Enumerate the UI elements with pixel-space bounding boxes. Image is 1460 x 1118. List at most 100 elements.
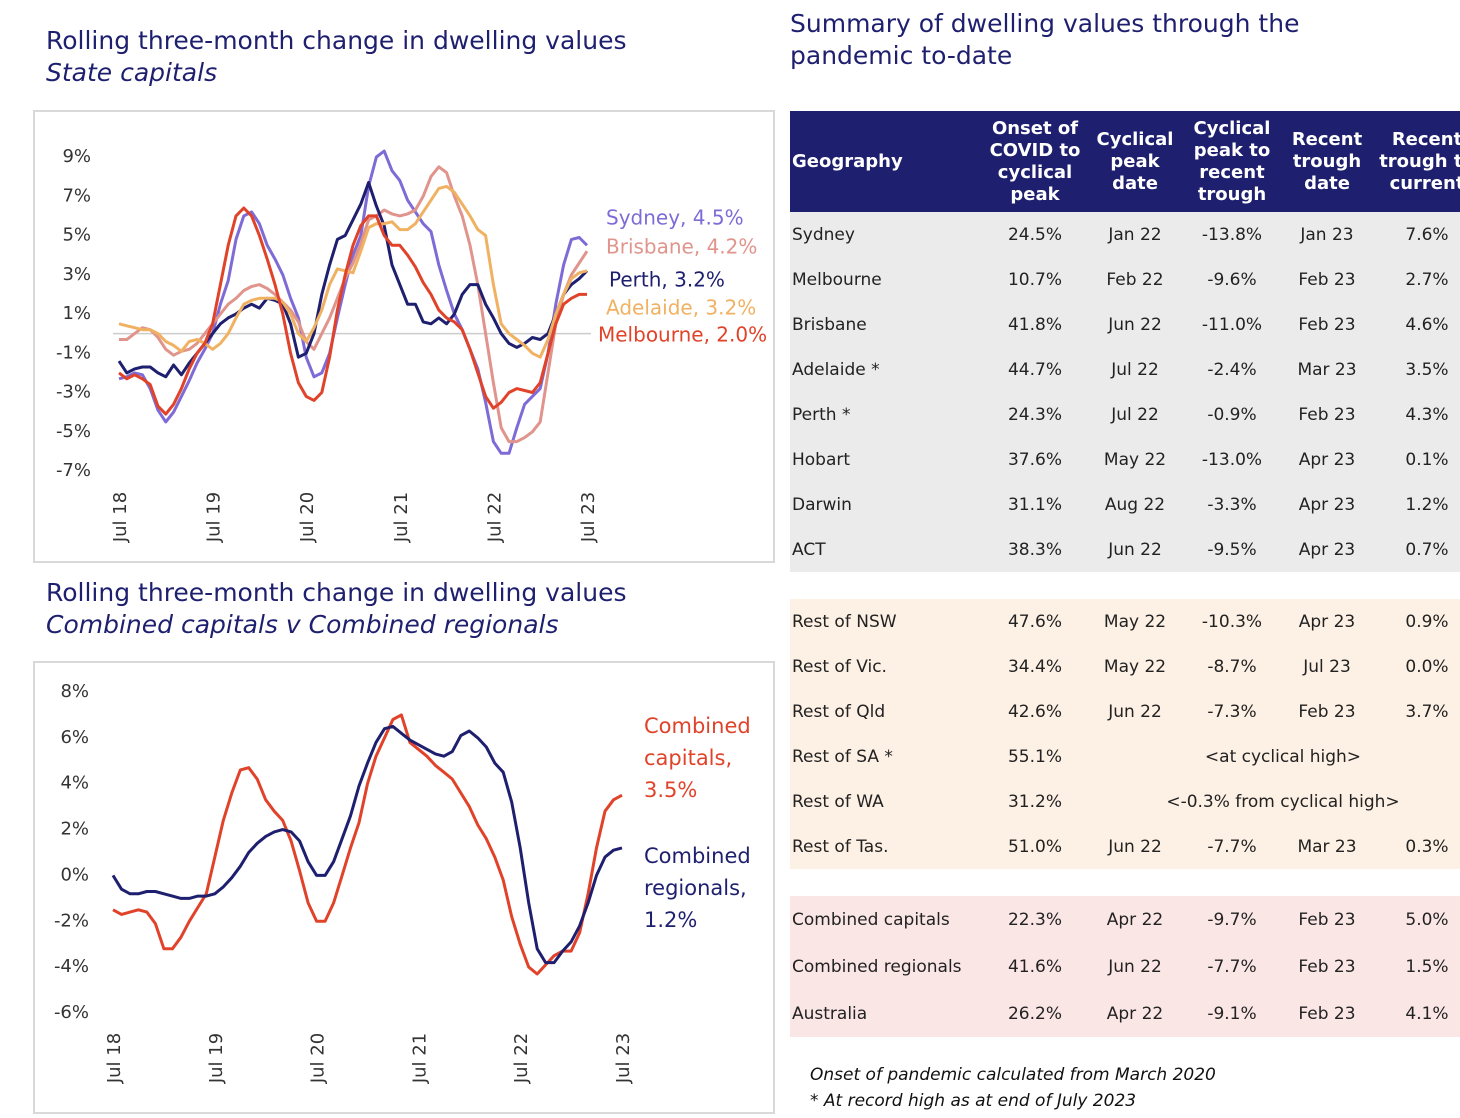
table-cell: Combined regionals [790, 943, 984, 990]
table-cell: 31.2% [984, 779, 1086, 824]
spacer [790, 572, 1460, 599]
table-row: Rest of Tas. 51.0% Jun 22 -7.7% Mar 23 0.3% [790, 824, 1460, 869]
chart-subtitle: Combined capitals v Combined regionals [46, 610, 559, 639]
table-row: Darwin 31.1% Aug 22 -3.3% Apr 23 1.2% [790, 482, 1460, 527]
y-tick-label: -6% [54, 1002, 89, 1023]
table-cell: Feb 23 [1280, 257, 1374, 302]
series-label: Brisbane, 4.2% [606, 235, 757, 259]
table-cell: Jun 22 [1086, 824, 1184, 869]
table-cell: 4.3% [1374, 392, 1460, 437]
table-cell: Combined capitals [790, 896, 984, 943]
table-cell: Apr 23 [1280, 527, 1374, 572]
table-cell: Sydney [790, 212, 984, 257]
table-cell: -13.8% [1184, 212, 1280, 257]
table-cell: Jul 23 [1280, 644, 1374, 689]
table-cell: Jun 22 [1086, 527, 1184, 572]
table-row: Rest of NSW 47.6% May 22 -10.3% Apr 23 0.9% [790, 599, 1460, 644]
series-label: Melbourne, 2.0% [598, 323, 767, 347]
chart-frame [33, 661, 775, 1114]
spacer-row [790, 869, 1460, 896]
x-tick-label: Jul 18 [104, 1033, 125, 1084]
y-tick-label: 0% [60, 864, 89, 885]
y-tick-label: -4% [54, 956, 89, 977]
table-cell: Feb 23 [1280, 896, 1374, 943]
series-line [118, 184, 588, 359]
y-tick-label: -7% [56, 460, 91, 481]
table-row: Sydney 24.5% Jan 22 -13.8% Jan 23 7.6% [790, 212, 1460, 257]
table-cell: 3.7% [1374, 689, 1460, 734]
table-cell: 4.6% [1374, 302, 1460, 347]
series-label: Combined capitals, 3.5% [644, 714, 751, 802]
table-cell: 3.5% [1374, 347, 1460, 392]
table-cell: Brisbane [790, 302, 984, 347]
table-cell: -2.4% [1184, 347, 1280, 392]
table-cell: May 22 [1086, 644, 1184, 689]
table-cell: -3.3% [1184, 482, 1280, 527]
x-tick-label: Jul 21 [409, 1033, 430, 1084]
column-header: Recent trough date [1280, 111, 1374, 212]
table-cell: Jul 22 [1086, 392, 1184, 437]
table-cell: 37.6% [984, 437, 1086, 482]
footnote: * At record high as at end of July 2023 [810, 1091, 1137, 1111]
table-cell: 1.2% [1374, 482, 1460, 527]
table-cell: 31.1% [984, 482, 1086, 527]
summary-table: Geography Onset of COVID to cyclical peak… [790, 111, 1460, 1037]
table-cell: Rest of Tas. [790, 824, 984, 869]
table-row: Adelaide * 44.7% Jul 22 -2.4% Mar 23 3.5% [790, 347, 1460, 392]
table-cell: Jun 22 [1086, 943, 1184, 990]
table-cell: Rest of Qld [790, 689, 984, 734]
chart-title: Rolling three-month change in dwelling v… [46, 26, 626, 55]
table-cell: <at cyclical high> [1086, 734, 1460, 779]
table-cell: Feb 23 [1280, 990, 1374, 1037]
table-row: Hobart 37.6% May 22 -13.0% Apr 23 0.1% [790, 437, 1460, 482]
table-cell: May 22 [1086, 599, 1184, 644]
table-cell: Apr 23 [1280, 599, 1374, 644]
table-cell: 0.1% [1374, 437, 1460, 482]
x-tick-label: Jul 18 [110, 492, 131, 543]
x-tick-label: Jul 22 [511, 1033, 532, 1084]
table-cell: 2.7% [1374, 257, 1460, 302]
table-cell: Rest of Vic. [790, 644, 984, 689]
table-cell: -11.0% [1184, 302, 1280, 347]
table-cell: Rest of SA * [790, 734, 984, 779]
chart-frame [33, 110, 775, 563]
table-cell: Adelaide * [790, 347, 984, 392]
table-cell: 10.7% [984, 257, 1086, 302]
table-cell: 42.6% [984, 689, 1086, 734]
y-tick-label: -2% [54, 910, 89, 931]
table-cell: Apr 23 [1280, 482, 1374, 527]
column-header: Geography [790, 111, 984, 212]
table-title: Summary of dwelling values through the p… [790, 9, 1300, 70]
table-cell: 24.5% [984, 212, 1086, 257]
table-cell: Jul 22 [1086, 347, 1184, 392]
table-cell: Mar 23 [1280, 347, 1374, 392]
column-header: Cyclical peak date [1086, 111, 1184, 212]
y-tick-label: 9% [62, 146, 91, 167]
column-header: Recent trough to current [1374, 111, 1460, 212]
table-cell: Apr 23 [1280, 437, 1374, 482]
table-cell: -9.1% [1184, 990, 1280, 1037]
table-row: Rest of Qld 42.6% Jun 22 -7.3% Feb 23 3.7% [790, 689, 1460, 734]
y-tick-label: 5% [62, 225, 91, 246]
table-cell: 1.5% [1374, 943, 1460, 990]
chart-subtitle: State capitals [46, 58, 217, 87]
table-row: Rest of SA * 55.1% <at cyclical high> [790, 734, 1460, 779]
table-row: Rest of WA 31.2% <-0.3% from cyclical high… [790, 779, 1460, 824]
table-cell: 55.1% [984, 734, 1086, 779]
table-cell: Feb 23 [1280, 302, 1374, 347]
table-row: Perth * 24.3% Jul 22 -0.9% Feb 23 4.3% [790, 392, 1460, 437]
table-cell: 41.8% [984, 302, 1086, 347]
series-line [112, 713, 623, 976]
table-cell: Melbourne [790, 257, 984, 302]
table-cell: -0.9% [1184, 392, 1280, 437]
y-tick-label: -5% [56, 421, 91, 442]
table-cell: -13.0% [1184, 437, 1280, 482]
table-cell: 0.3% [1374, 824, 1460, 869]
table-cell: Jan 22 [1086, 212, 1184, 257]
table-cell: Aug 22 [1086, 482, 1184, 527]
table-body: Sydney 24.5% Jan 22 -13.8% Jan 23 7.6% Melbour… [790, 212, 1460, 1037]
x-tick-label: Jul 20 [297, 492, 318, 543]
footnote: Onset of pandemic calculated from March … [810, 1065, 1216, 1085]
